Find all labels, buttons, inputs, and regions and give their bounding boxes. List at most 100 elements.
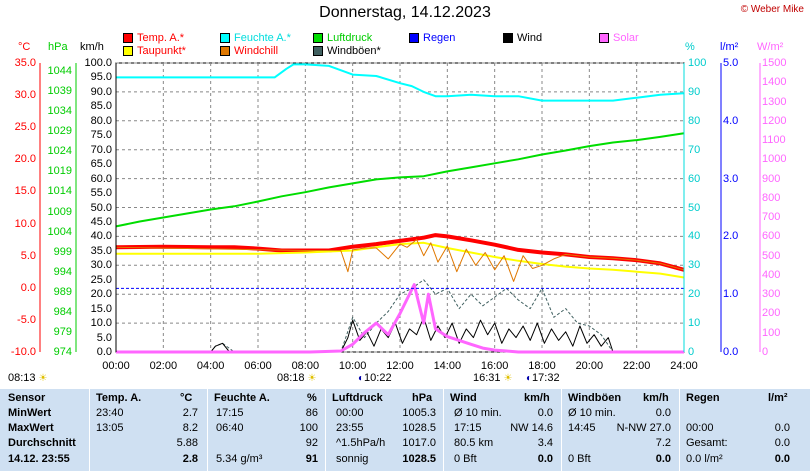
humidity-tick-label: 70 — [688, 143, 701, 156]
wind-tick-label: 15.0 — [90, 302, 112, 315]
series-line-1 — [116, 241, 685, 279]
x-tick-label: 14:00 — [433, 360, 462, 372]
header-sensor: Sensor — [8, 392, 46, 404]
header-wind-unit: km/h — [524, 392, 550, 404]
legend-swatch — [313, 33, 323, 44]
cell-min-temp-time: 23:40 — [96, 407, 124, 419]
wind-tick-label: 40.0 — [90, 230, 112, 243]
cell-cur-rain-l: 0.0 l/m² — [686, 453, 723, 465]
solar-tick-label: 800 — [762, 191, 781, 204]
cell-min-hum: 86 — [305, 407, 318, 419]
legend-label: Wind — [517, 32, 543, 44]
wind-tick-label: 65.0 — [90, 158, 112, 171]
cell-cur-gust-l: 0 Bft — [568, 453, 591, 465]
humidity-tick-label: 20 — [688, 288, 701, 301]
cell-cur-hum: 91 — [305, 453, 318, 465]
cell-max-wind-l: 17:15 — [454, 422, 482, 434]
rain-tick-label: 4.0 — [723, 114, 739, 127]
legend-swatch — [123, 46, 133, 57]
cell-max-press-time: 23:55 — [336, 422, 364, 434]
solar-tick-label: 900 — [762, 172, 781, 185]
header-pressure-unit: hPa — [412, 392, 433, 404]
temp-tick-label: 10.0 — [14, 217, 36, 230]
humidity-axis-unit: % — [685, 41, 695, 53]
pressure-tick-label: 1029 — [47, 125, 72, 138]
rain-tick-label: 3.0 — [723, 172, 739, 185]
moon-icon: ◐ — [358, 373, 365, 384]
solar-tick-label: 1100 — [762, 134, 786, 147]
legend-temp: Temp. A.* — [123, 32, 184, 45]
chart-series — [115, 63, 685, 354]
rain-tick-label: 1.0 — [723, 288, 739, 301]
pressure-tick-label: 1009 — [47, 205, 72, 218]
cell-cur-temp: 2.8 — [182, 453, 198, 465]
cell-min-press-time: 00:00 — [336, 407, 364, 419]
header-humidity-unit: % — [307, 392, 317, 404]
divider — [679, 389, 680, 471]
astro-time-label: 08:13 — [8, 372, 36, 384]
legend-label: Solar — [613, 32, 639, 44]
wind-tick-label: 90.0 — [90, 85, 112, 98]
header-rain: Regen — [686, 392, 720, 404]
legend-wind: Wind — [503, 32, 542, 45]
astro-time-1: 08:18 ☀ — [277, 372, 317, 384]
copyright[interactable]: © Weber Mike — [740, 4, 804, 15]
cell-max-rain: 0.0 — [774, 422, 790, 434]
legend-windchill: Windchill — [220, 45, 278, 58]
rain-tick-label: 2.0 — [723, 230, 739, 243]
cell-max-gust-l: 14:45 — [568, 422, 596, 434]
pressure-tick-label: 1019 — [47, 165, 72, 178]
header-rain-unit: l/m² — [768, 392, 788, 404]
wind-tick-label: 50.0 — [90, 201, 112, 214]
header-gust: Windböen — [568, 392, 622, 404]
cell-max-hum: 100 — [299, 422, 318, 434]
astro-time-label: 10:22 — [364, 372, 392, 384]
legend-label: Windchill — [234, 45, 279, 57]
divider — [561, 389, 562, 471]
chart-grid — [115, 62, 685, 353]
humidity-tick-label: 0 — [688, 346, 695, 358]
temp-tick-label: 35.0 — [14, 57, 36, 69]
legend-pressure: Luftdruck — [313, 32, 372, 45]
header-humidity: Feuchte A. — [214, 392, 270, 404]
wind-tick-label: 35.0 — [90, 244, 112, 257]
solar-tick-label: 1200 — [762, 114, 787, 127]
page-title: Donnerstag, 14.12.2023 — [319, 4, 491, 21]
sun-icon: ☀ — [307, 373, 317, 384]
legend-solar: Solar — [599, 32, 639, 45]
astro-time-label: 08:18 — [277, 372, 305, 384]
header-temp-unit: °C — [180, 392, 193, 404]
rain-tick-label: 0.0 — [723, 346, 739, 358]
x-tick-label: 18:00 — [528, 360, 556, 372]
legend-swatch — [220, 33, 230, 44]
solar-tick-label: 300 — [762, 288, 781, 301]
legend-swatch — [313, 46, 323, 57]
humidity-tick-label: 30 — [688, 259, 701, 272]
solar-tick-label: 200 — [762, 307, 781, 320]
header-pressure: Luftdruck — [332, 392, 383, 404]
solar-tick-label: 600 — [762, 230, 781, 243]
legend-label: Temp. A.* — [137, 32, 185, 44]
temp-axis-unit: °C — [18, 41, 31, 53]
cell-avg-gust: 7.2 — [655, 437, 671, 449]
pressure-tick-label: 984 — [53, 305, 72, 318]
legend-swatch — [220, 46, 230, 57]
rain-tick-label: 5.0 — [723, 57, 739, 69]
cell-avg-temp: 5.88 — [176, 437, 198, 449]
humidity-tick-label: 90 — [688, 85, 701, 98]
wind-tick-label: 30.0 — [90, 259, 112, 272]
solar-tick-label: 500 — [762, 249, 781, 262]
divider — [89, 389, 90, 471]
temp-tick-label: 0.0 — [20, 281, 36, 294]
wind-tick-label: 55.0 — [90, 187, 112, 200]
solar-tick-label: 0 — [762, 346, 769, 358]
x-tick-label: 20:00 — [575, 360, 604, 372]
cell-cur-wind-l: 0 Bft — [454, 453, 477, 465]
x-tick-label: 02:00 — [149, 360, 178, 372]
header-temp: Temp. A. — [96, 392, 142, 404]
cell-cur-press: 1028.5 — [402, 453, 436, 465]
x-tick-label: 06:00 — [244, 360, 272, 372]
temp-tick-label: 30.0 — [14, 89, 36, 102]
x-tick-label: 00:00 — [102, 360, 130, 372]
legend-swatch — [599, 33, 609, 44]
